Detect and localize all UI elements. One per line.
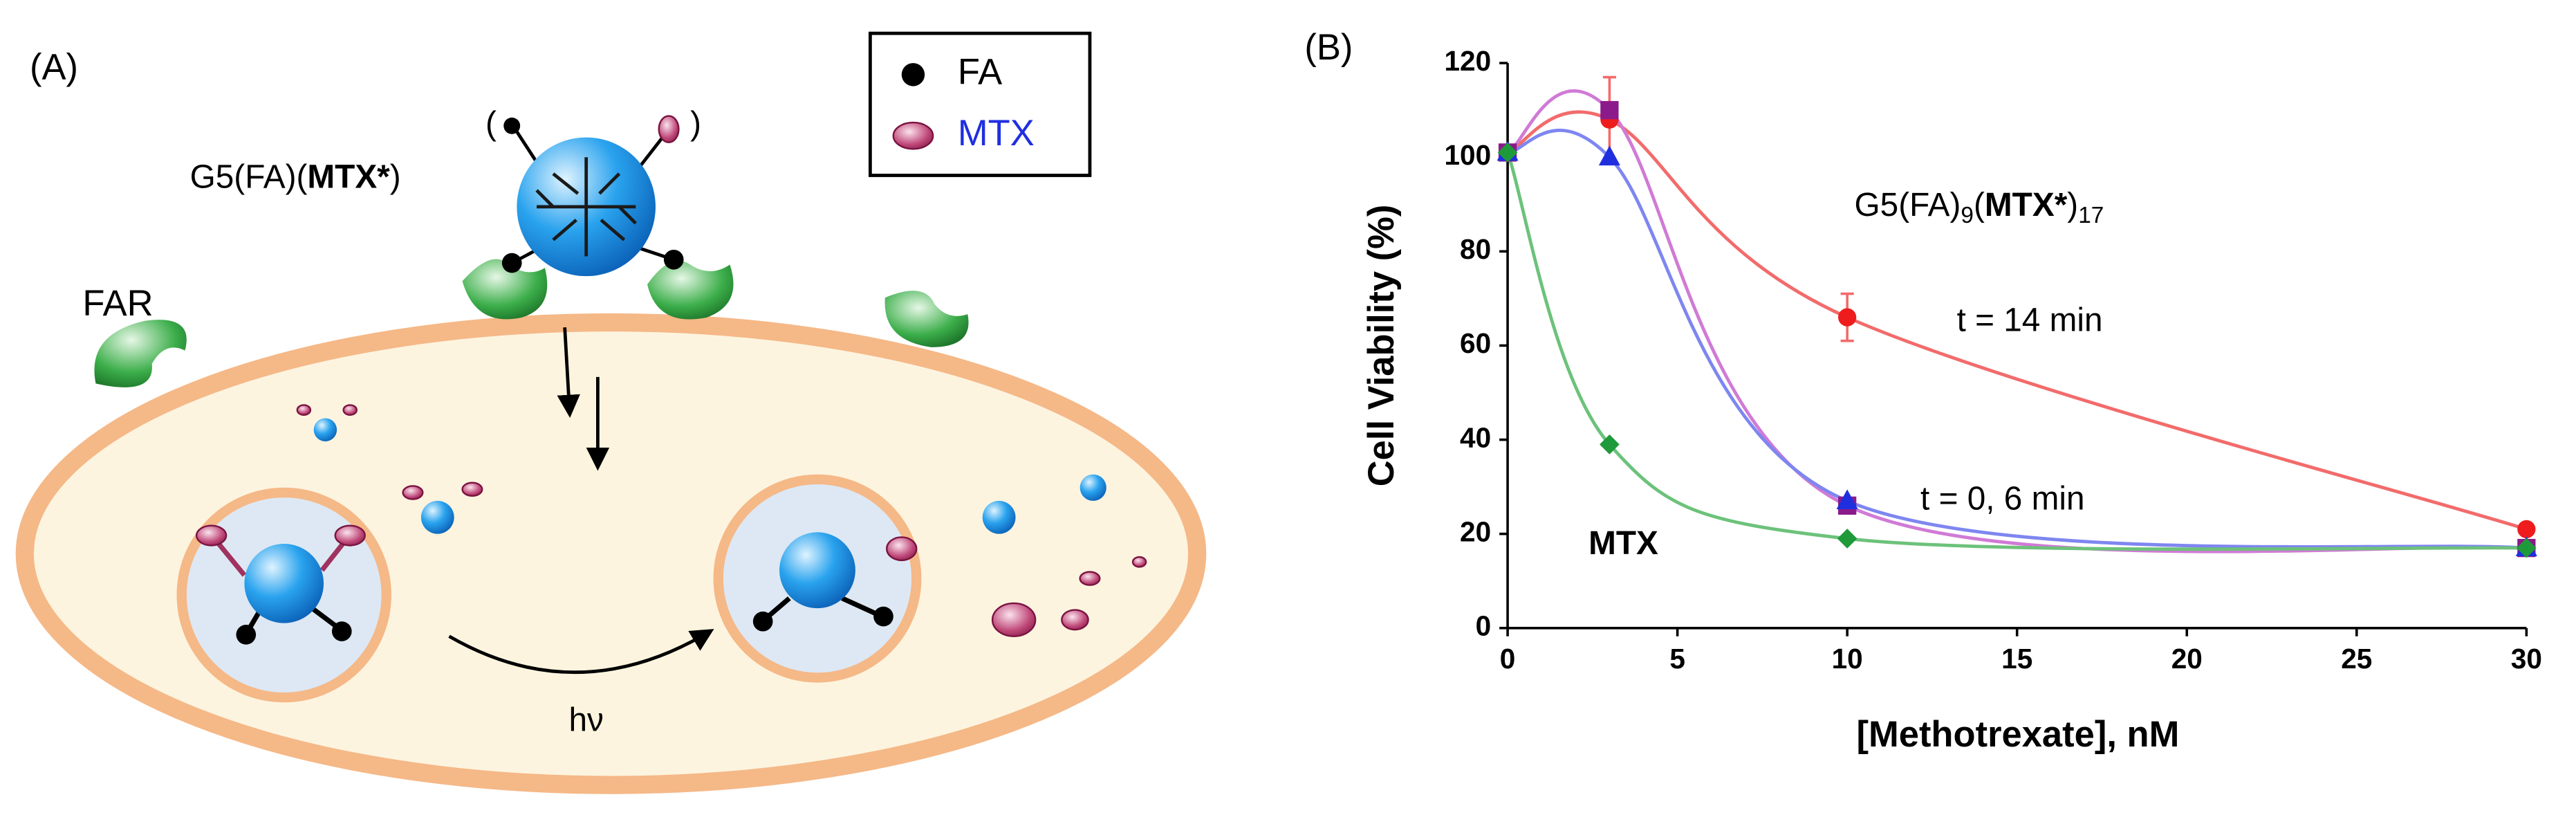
y-tick-label: 80 <box>1460 233 1491 265</box>
small-conjugate <box>313 418 337 441</box>
dendrimer-core <box>244 543 324 623</box>
linker <box>212 537 247 577</box>
fa-ligand <box>663 249 684 270</box>
y-tick-label: 100 <box>1444 139 1491 171</box>
x-tick-label: 20 <box>2171 643 2203 675</box>
legend-symbol <box>901 63 925 86</box>
light-label: hν <box>568 702 603 738</box>
linker <box>513 128 539 163</box>
conjugate-part: G5(FA)( <box>190 158 308 195</box>
annotation-part: 9 <box>1961 203 1974 228</box>
fa <box>752 611 773 632</box>
panel-label: (B) <box>1304 27 1353 68</box>
point <box>1600 101 1619 120</box>
legend-label: MTX <box>958 113 1035 154</box>
x-tick-label: 15 <box>2001 643 2032 675</box>
series-line <box>1506 89 2527 553</box>
small-conjugate <box>420 500 454 534</box>
series-annotation: G5(FA)9(MTX*)17 <box>1855 186 2104 228</box>
linker-paren: ) <box>690 105 701 142</box>
mtx <box>402 485 424 500</box>
receptor <box>884 291 969 347</box>
panel-label: (A) <box>30 47 78 88</box>
series-annotation: t = 0, 6 min <box>1920 481 2085 518</box>
annotation-part: ( <box>1974 186 1985 223</box>
mtx <box>461 482 483 497</box>
point <box>2517 538 2537 558</box>
legend-box <box>868 31 1092 177</box>
y-tick-label: 60 <box>1460 327 1491 359</box>
y-axis-label: Cell Viability (%) <box>1361 205 1402 487</box>
annotation-part: MTX* <box>1985 186 2068 223</box>
arrow <box>448 629 714 675</box>
mtx <box>195 524 228 547</box>
conjugate-part: MTX* <box>307 158 390 195</box>
receptor <box>94 320 187 387</box>
series-line <box>1507 129 2527 550</box>
receptor <box>462 259 548 320</box>
series-annotation: MTX <box>1588 525 1658 562</box>
small-conjugate <box>982 500 1016 534</box>
mtx <box>342 404 358 416</box>
conjugates-inside <box>195 418 1106 645</box>
annotation-part: ) <box>2067 186 2078 223</box>
series-annotation: t = 14 min <box>1957 302 2103 339</box>
receptor <box>647 260 734 320</box>
series-line <box>1505 152 2527 551</box>
fa <box>236 624 257 645</box>
mtx <box>991 602 1037 637</box>
annotation-part: 17 <box>2078 203 2104 228</box>
fa <box>331 621 352 641</box>
linker <box>638 246 669 260</box>
linker-paren: ( <box>485 105 497 142</box>
mtx <box>886 536 918 562</box>
series-line <box>1507 110 2528 531</box>
fa <box>873 606 893 627</box>
x-tick-label: 10 <box>1832 643 1863 675</box>
arrow <box>557 327 580 419</box>
small-conjugate <box>1079 474 1106 501</box>
point <box>1838 308 1857 327</box>
mtx <box>296 404 312 416</box>
mtx <box>1131 556 1147 568</box>
legend-symbol <box>892 121 934 150</box>
mtx-ligand <box>658 115 680 143</box>
point <box>1836 489 1858 509</box>
receptors <box>94 259 969 387</box>
fa-ligand <box>503 117 521 134</box>
mtx <box>334 524 366 547</box>
conjugate-part: ) <box>390 158 401 195</box>
y-tick-label: 40 <box>1460 421 1491 453</box>
legend-label: FA <box>958 52 1002 93</box>
linker <box>841 596 880 617</box>
dendrimer <box>501 115 684 277</box>
released-mtx <box>296 404 1147 637</box>
branches <box>535 157 637 257</box>
x-tick-label: 30 <box>2511 643 2542 675</box>
y-tick-label: 20 <box>1460 515 1491 547</box>
x-tick-label: 25 <box>2341 643 2372 675</box>
conjugate-label: G5(FA)(MTX*) <box>190 158 401 195</box>
point <box>2517 520 2536 538</box>
mtx <box>1061 609 1089 631</box>
x-axis-label: [Methotrexate], nM <box>1857 714 2180 755</box>
dendrimer-core <box>779 532 855 609</box>
point <box>1598 145 1620 166</box>
annotation-part: G5(FA) <box>1855 186 1961 223</box>
x-tick-label: 0 <box>1500 643 1516 675</box>
y-tick-label: 120 <box>1444 45 1491 77</box>
y-tick-label: 0 <box>1476 610 1492 641</box>
linker <box>639 134 665 167</box>
point <box>1837 529 1857 549</box>
receptor-label: FAR <box>82 283 153 324</box>
mtx <box>1079 571 1101 586</box>
x-tick-label: 5 <box>1669 643 1685 675</box>
fa-ligand <box>501 253 522 273</box>
